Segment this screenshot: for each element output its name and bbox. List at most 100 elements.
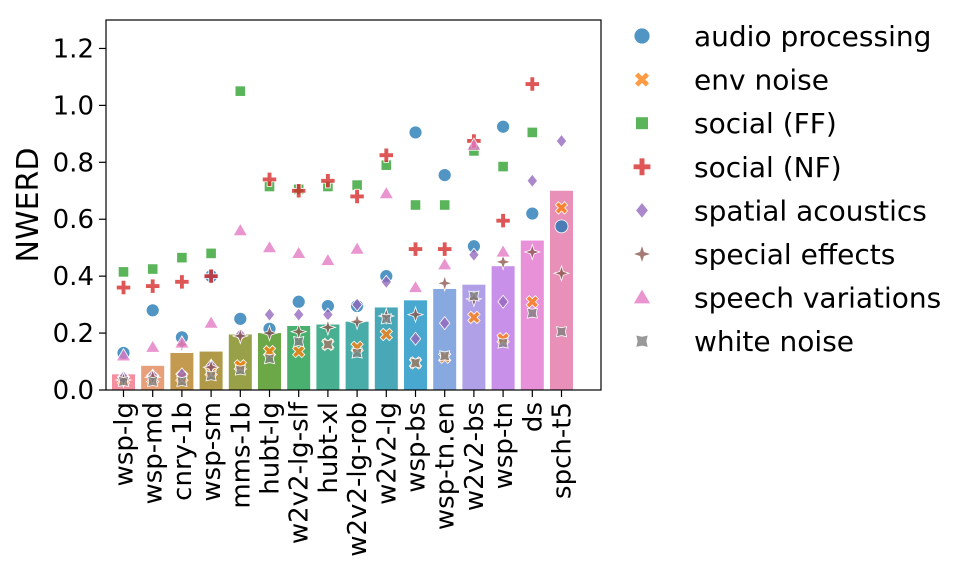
point-plus-wsp-lg	[115, 279, 132, 296]
point-wstar-ds	[526, 307, 538, 319]
point-diamond-wsp-tn.en	[438, 315, 451, 331]
point-circle-wsp-md	[145, 303, 160, 318]
point-star-hubt-lg	[260, 324, 279, 342]
point-triangle-wsp-lg	[115, 347, 132, 362]
y-tick-label: 1.2	[53, 34, 94, 64]
point-star-wsp-tn	[494, 253, 512, 271]
x-tick-label: w2v2-bs	[460, 402, 490, 511]
y-tick-label: 0.2	[53, 319, 94, 349]
point-plus-hubt-xl	[320, 173, 336, 189]
point-plus-wsp-sm	[203, 268, 219, 284]
point-circle-wsp-tn.en	[437, 168, 452, 183]
point-triangle-mms-1b	[232, 222, 249, 237]
point-plus-wsp-tn.en	[437, 241, 453, 257]
x-tick-label: w2v2-lg-slf	[285, 401, 315, 544]
legend-marker-plus	[632, 157, 652, 176]
points-layer	[114, 76, 571, 389]
point-wstar-w2v2-lg	[380, 313, 392, 325]
legend-marker-x	[633, 71, 651, 88]
point-plus-w2v2-lg-rob	[349, 188, 365, 205]
x-tick-label: hubt-lg	[256, 402, 286, 495]
x-tick-label: wsp-bs	[402, 402, 432, 493]
point-star-mms-1b	[231, 327, 250, 345]
x-tick-label: wsp-tn	[489, 402, 519, 489]
point-wstar-wsp-lg	[117, 375, 130, 388]
point-plus-cnry-1b	[174, 274, 190, 290]
point-triangle-hubt-lg	[261, 239, 278, 254]
point-triangle-w2v2-bs	[466, 137, 482, 151]
point-plus-hubt-lg	[261, 171, 278, 187]
point-circle-ds	[525, 206, 540, 221]
legend-label: social (FF)	[694, 107, 837, 140]
point-square-wsp-bs	[409, 199, 422, 211]
y-tick-label: 0.8	[53, 148, 94, 178]
point-square-wsp-lg	[117, 266, 130, 278]
legend-item: white noise	[635, 325, 854, 358]
x-tick-label: w2v2-lg	[372, 402, 402, 505]
legend-item: audio processing	[633, 20, 931, 53]
legend-item: social (NF)	[632, 151, 842, 184]
point-star-ds	[523, 243, 542, 261]
point-star-spch-t5	[552, 264, 571, 283]
bar-spch-t5	[550, 190, 573, 390]
legend-label: special effects	[694, 238, 895, 271]
bar-w2v2-lg	[374, 307, 398, 390]
legend-label: spatial acoustics	[694, 194, 927, 227]
y-tick-label: 0.0	[53, 376, 94, 406]
point-x-ds	[525, 295, 540, 309]
plot-frame	[105, 19, 602, 391]
point-wstar-wsp-tn.en	[439, 350, 451, 362]
point-diamond-ds	[526, 173, 539, 188]
point-diamond-hubt-lg	[263, 307, 276, 322]
legend-item: special effects	[631, 238, 895, 271]
legend-marker-star	[631, 243, 653, 265]
x-tick-label: spch-t5	[548, 402, 578, 499]
point-square-wsp-tn.en	[439, 199, 451, 211]
legend: audio processing env noise social (FF) soci…	[631, 20, 941, 358]
bar-w2v2-bs	[462, 284, 486, 390]
x-tick-label: wsp-lg	[110, 402, 140, 486]
x-axis: wsp-lg wsp-md cnry-1b wsp-sm mms-1b hubt-lg w2…	[110, 390, 578, 557]
legend-marker-circle	[633, 27, 651, 45]
point-square-wsp-sm	[205, 247, 217, 259]
point-circle-wsp-tn	[496, 119, 511, 134]
x-tick-label: wsp-md	[139, 402, 169, 505]
point-wstar-hubt-xl	[322, 338, 334, 351]
legend-marker-wstar	[635, 334, 649, 348]
legend-label: white noise	[694, 325, 854, 358]
point-square-wsp-tn	[497, 160, 509, 173]
point-diamond-spch-t5	[555, 133, 568, 149]
x-tick-label: wsp-tn.en	[431, 402, 461, 530]
x-tick-label: hubt-xl	[314, 402, 344, 494]
point-plus-wsp-md	[145, 278, 161, 294]
legend-item: spatial acoustics	[635, 194, 927, 227]
point-triangle-wsp-bs	[407, 279, 424, 293]
y-tick-label: 0.4	[53, 262, 94, 292]
point-triangle-cnry-1b	[174, 335, 190, 349]
legend-marker-triangle	[632, 288, 652, 305]
point-star-hubt-xl	[319, 318, 337, 337]
point-triangle-wsp-md	[144, 339, 161, 353]
point-diamond-w2v2-lg	[380, 274, 393, 289]
point-wstar-wsp-tn	[497, 337, 509, 349]
point-wstar-w2v2-lg-slf	[293, 336, 305, 348]
point-circle-wsp-bs	[408, 125, 423, 140]
y-tick-label: 0.6	[53, 205, 94, 235]
point-plus-w2v2-lg	[378, 147, 394, 163]
point-circle-mms-1b	[233, 311, 248, 326]
legend-marker-diamond	[635, 201, 649, 220]
series-white-noise	[117, 290, 568, 388]
point-wstar-wsp-sm	[205, 370, 217, 382]
point-wstar-hubt-lg	[263, 353, 276, 365]
point-square-cnry-1b	[176, 252, 188, 264]
point-triangle-hubt-xl	[320, 252, 336, 266]
point-diamond-wsp-tn	[497, 294, 509, 309]
point-square-w2v2-lg-rob	[351, 179, 363, 191]
point-wstar-w2v2-bs	[468, 290, 480, 302]
point-wstar-mms-1b	[234, 364, 246, 376]
series-speech-variations	[115, 137, 511, 362]
legend-item: speech variations	[632, 282, 941, 315]
legend-item: env noise	[633, 64, 829, 97]
bar-w2v2-lg-slf	[287, 325, 311, 390]
